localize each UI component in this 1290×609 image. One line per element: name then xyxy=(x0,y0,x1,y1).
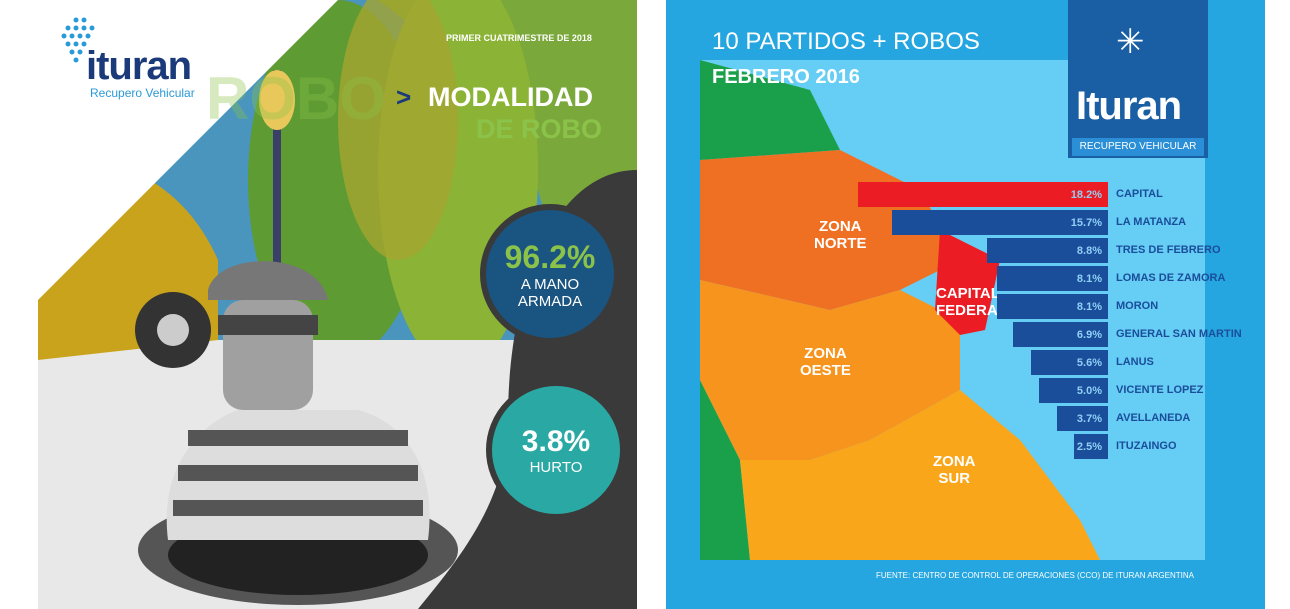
ituran-tagline: RECUPERO VEHICULAR xyxy=(1072,138,1204,156)
category-label: ITUZAINGO xyxy=(1116,440,1177,452)
category-label: CAPITAL xyxy=(1116,188,1163,200)
category-label: LOMAS DE ZAMORA xyxy=(1116,272,1226,284)
bar-value-label: 8.1% xyxy=(1076,272,1102,285)
bar-value-label: 5.0% xyxy=(1076,384,1102,397)
title-line2: DE ROBO xyxy=(476,114,603,144)
bar-avellaneda: 3.7% xyxy=(1057,406,1108,431)
ituran-logo-text: Ituran xyxy=(1076,84,1182,128)
scene-illustration xyxy=(38,0,637,609)
source-note: FUENTE: CENTRO DE CONTROL DE OPERACIONES… xyxy=(876,571,1194,580)
category-label: LANUS xyxy=(1116,356,1154,368)
sunburst-icon: ✳ xyxy=(1116,23,1145,61)
zona-norte-label: ZONA NORTE xyxy=(814,218,867,252)
bar-value-label: 8.8% xyxy=(1076,244,1102,257)
stat-armada-circle: 96.2% A MANO ARMADA xyxy=(480,204,620,344)
chevron-right-icon: > xyxy=(396,82,412,112)
bar-la-matanza: 15.7% xyxy=(892,210,1108,235)
partidos-robos-infographic: ZONA NORTE ZONA OESTE ZONA SUR CAPITAL FEDER… xyxy=(666,0,1265,609)
zona-oeste-label: ZONA OESTE xyxy=(800,345,851,379)
bar-vicente-lopez: 5.0% xyxy=(1039,378,1108,403)
category-label: MORON xyxy=(1116,300,1159,312)
bar-general-san-martin: 6.9% xyxy=(1013,322,1108,347)
bar-value-label: 18.2% xyxy=(1070,188,1102,201)
bar-value-label: 6.9% xyxy=(1076,328,1102,341)
stat-hurto-circle: 3.8% HURTO xyxy=(486,380,626,520)
ituran-logo-box: ✳ Ituran RECUPERO VEHICULAR xyxy=(1068,0,1208,158)
bar-lomas-de-zamora: 8.1% xyxy=(996,266,1108,291)
category-label: AVELLANEDA xyxy=(1116,412,1191,424)
buenos-aires-map xyxy=(700,60,1100,560)
modalidad-robo-infographic: ituran Recupero Vehicular PRIMER CUATRIM… xyxy=(38,0,637,609)
stat-hurto-value: 3.8% xyxy=(521,424,591,458)
bar-value-label: 8.1% xyxy=(1076,300,1102,313)
chart-title: 10 PARTIDOS + ROBOS xyxy=(712,28,980,55)
bar-value-label: 2.5% xyxy=(1076,440,1102,453)
ituran-dots-logo-icon xyxy=(56,14,95,74)
bar-value-label: 5.6% xyxy=(1076,356,1102,369)
robo-background-word: ROBO xyxy=(206,65,386,132)
ituran-logo: ituran xyxy=(86,44,192,88)
bar-ituzaingo: 2.5% xyxy=(1073,434,1108,459)
category-label: TRES DE FEBRERO xyxy=(1116,244,1221,256)
bar-value-label: 3.7% xyxy=(1076,412,1102,425)
stat-armada-label2: ARMADA xyxy=(517,292,583,310)
bar-tres-de-febrero: 8.8% xyxy=(987,238,1108,263)
bar-moron: 8.1% xyxy=(996,294,1108,319)
category-label: VICENTE LOPEZ xyxy=(1116,384,1204,396)
stat-hurto-label: HURTO xyxy=(529,458,583,476)
capital-federal-label: CAPITAL FEDERAL xyxy=(936,285,1004,319)
category-label: GENERAL SAN MARTIN xyxy=(1116,328,1242,340)
ituran-tagline: Recupero Vehicular xyxy=(90,86,195,100)
zona-sur-label: ZONA SUR xyxy=(933,453,976,487)
chart-subtitle: FEBRERO 2016 xyxy=(712,66,860,88)
stat-armada-value: 96.2% xyxy=(504,238,596,275)
stat-armada-label1: A MANO xyxy=(520,275,580,293)
period-label: PRIMER CUATRIMESTRE DE 2018 xyxy=(446,33,592,43)
title-line1: MODALIDAD xyxy=(428,82,593,112)
bar-value-label: 15.7% xyxy=(1070,216,1102,229)
category-label: LA MATANZA xyxy=(1116,216,1187,228)
bar-lanus: 5.6% xyxy=(1031,350,1108,375)
bar-capital: 18.2% xyxy=(858,182,1108,207)
